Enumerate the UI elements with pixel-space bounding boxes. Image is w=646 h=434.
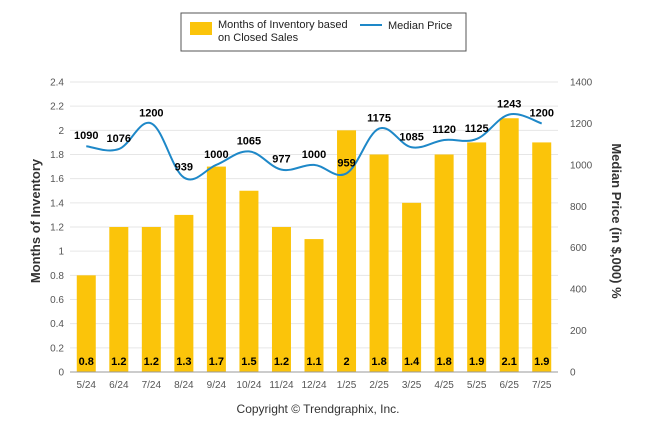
legend-line-label: Median Price: [388, 20, 452, 32]
y-right-tick-label: 1400: [570, 78, 593, 89]
bar-data-label: 1.2: [274, 356, 289, 368]
y-left-axis-title: Months of Inventory: [28, 158, 43, 283]
legend-bar-swatch: [190, 22, 212, 35]
bar: [109, 227, 129, 372]
line-data-label: 1120: [432, 124, 456, 136]
x-tick-label: 3/25: [402, 380, 422, 391]
line-data-label: 1200: [139, 107, 163, 119]
x-tick-label: 8/24: [174, 380, 194, 391]
y-left-tick-label: 1.8: [50, 150, 64, 161]
legend-bar-label-line2: on Closed Sales: [218, 32, 299, 44]
x-tick-label: 7/24: [142, 380, 162, 391]
bar-data-label: 1.5: [241, 356, 256, 368]
bar-data-label: 1.9: [534, 356, 549, 368]
line-series: [86, 113, 543, 181]
y-left-tick-label: 0.6: [50, 295, 64, 306]
y-left-tick-label: 2: [58, 126, 64, 137]
x-tick-label: 9/24: [207, 380, 227, 391]
bar: [402, 202, 422, 372]
x-tick-label: 6/24: [109, 380, 129, 391]
y-right-tick-label: 400: [570, 285, 587, 296]
bar-data-label: 1.9: [469, 356, 484, 368]
bar-data-label: 1.8: [371, 356, 386, 368]
bar-data-label: 1.4: [404, 356, 420, 368]
bar-data-label: 1.7: [209, 356, 224, 368]
y-left-tick-label: 0.4: [50, 319, 64, 330]
bar-data-label: 1.1: [306, 356, 321, 368]
y-right-tick-label: 0: [570, 368, 576, 379]
y-left-tick-label: 1.4: [50, 198, 64, 209]
line-data-label: 1125: [465, 123, 489, 135]
x-tick-label: 6/25: [499, 380, 519, 391]
y-left-tick-label: 1: [58, 247, 64, 258]
line-data-label: 939: [175, 161, 193, 173]
y-left-tick-label: 0.8: [50, 271, 64, 282]
line-data-label: 1065: [237, 135, 261, 147]
x-tick-label: 5/25: [467, 380, 487, 391]
x-tick-label: 5/24: [77, 380, 97, 391]
line-data-label: 1085: [399, 131, 423, 143]
line-data-label: 1000: [204, 149, 228, 161]
y-left-tick-label: 1.2: [50, 223, 64, 234]
x-tick-label: 12/24: [301, 380, 326, 391]
bar: [141, 227, 161, 372]
x-tick-label: 10/24: [236, 380, 261, 391]
bar: [206, 166, 226, 372]
legend-bar-label-line1: Months of Inventory based: [218, 19, 348, 31]
line-data-label: 1175: [367, 113, 391, 125]
bar: [499, 118, 519, 372]
bar: [271, 227, 291, 372]
line-data-label: 977: [272, 154, 290, 166]
bar-data-label: 1.2: [111, 356, 126, 368]
legend-box: [180, 12, 467, 52]
bar: [76, 275, 96, 372]
bar: [369, 154, 389, 372]
y-right-tick-label: 800: [570, 202, 587, 213]
y-left-tick-label: 2.4: [50, 78, 64, 89]
line-data-label: 1200: [529, 107, 553, 119]
median-price-line: [86, 113, 543, 181]
y-left-tick-label: 2.2: [50, 102, 64, 113]
y-right-tick-label: 200: [570, 326, 587, 337]
line-data-label: 1076: [107, 133, 131, 145]
x-tick-label: 11/24: [269, 380, 294, 391]
bar-data-label: 1.3: [176, 356, 191, 368]
credit-text: Copyright © Trendgraphix, Inc.: [237, 402, 400, 416]
bar-data-label: 1.8: [436, 356, 451, 368]
y-right-tick-label: 1200: [570, 119, 593, 130]
bar: [239, 190, 259, 372]
line-data-label: 1090: [74, 130, 98, 142]
bar-data-label: 2: [343, 356, 349, 368]
bar-data-label: 2.1: [502, 356, 517, 368]
bar-series: [76, 118, 552, 372]
x-tick-label: 2/25: [369, 380, 389, 391]
x-tick-label: 4/25: [434, 380, 454, 391]
y-right-axis-title: Median Price (in $,000) %: [609, 143, 624, 299]
bar: [467, 142, 487, 372]
line-data-label: 1243: [497, 99, 521, 111]
y-right-tick-label: 1000: [570, 160, 593, 171]
bar: [434, 154, 454, 372]
data-labels: 0.8 1.2 1.2 1.3 1.7 1.5 1.2 1.1 2 1.8 1.4 1.8 1.9 2.1…: [74, 99, 554, 368]
x-tick-label: 7/25: [532, 380, 552, 391]
bar: [174, 214, 194, 372]
y-right-tick-label: 600: [570, 243, 587, 254]
y-left-tick-label: 0: [58, 368, 64, 379]
x-tick-label: 1/25: [337, 380, 357, 391]
line-data-label: 959: [337, 157, 355, 169]
y-left-tick-label: 1.6: [50, 174, 64, 185]
bar-data-label: 1.2: [144, 356, 159, 368]
bar: [304, 239, 324, 372]
bar-data-label: 0.8: [79, 356, 94, 368]
line-data-label: 1000: [302, 149, 326, 161]
bar: [337, 130, 357, 372]
legend: Months of Inventory based on Closed Sale…: [180, 12, 467, 52]
y-left-tick-label: 0.2: [50, 343, 64, 354]
bar: [532, 142, 552, 372]
axes: 0 0.2 0.4 0.6 0.8 1 1.2 1.4 1.6 1.8 2 2.2 2.4 0 200 400…: [50, 78, 593, 392]
